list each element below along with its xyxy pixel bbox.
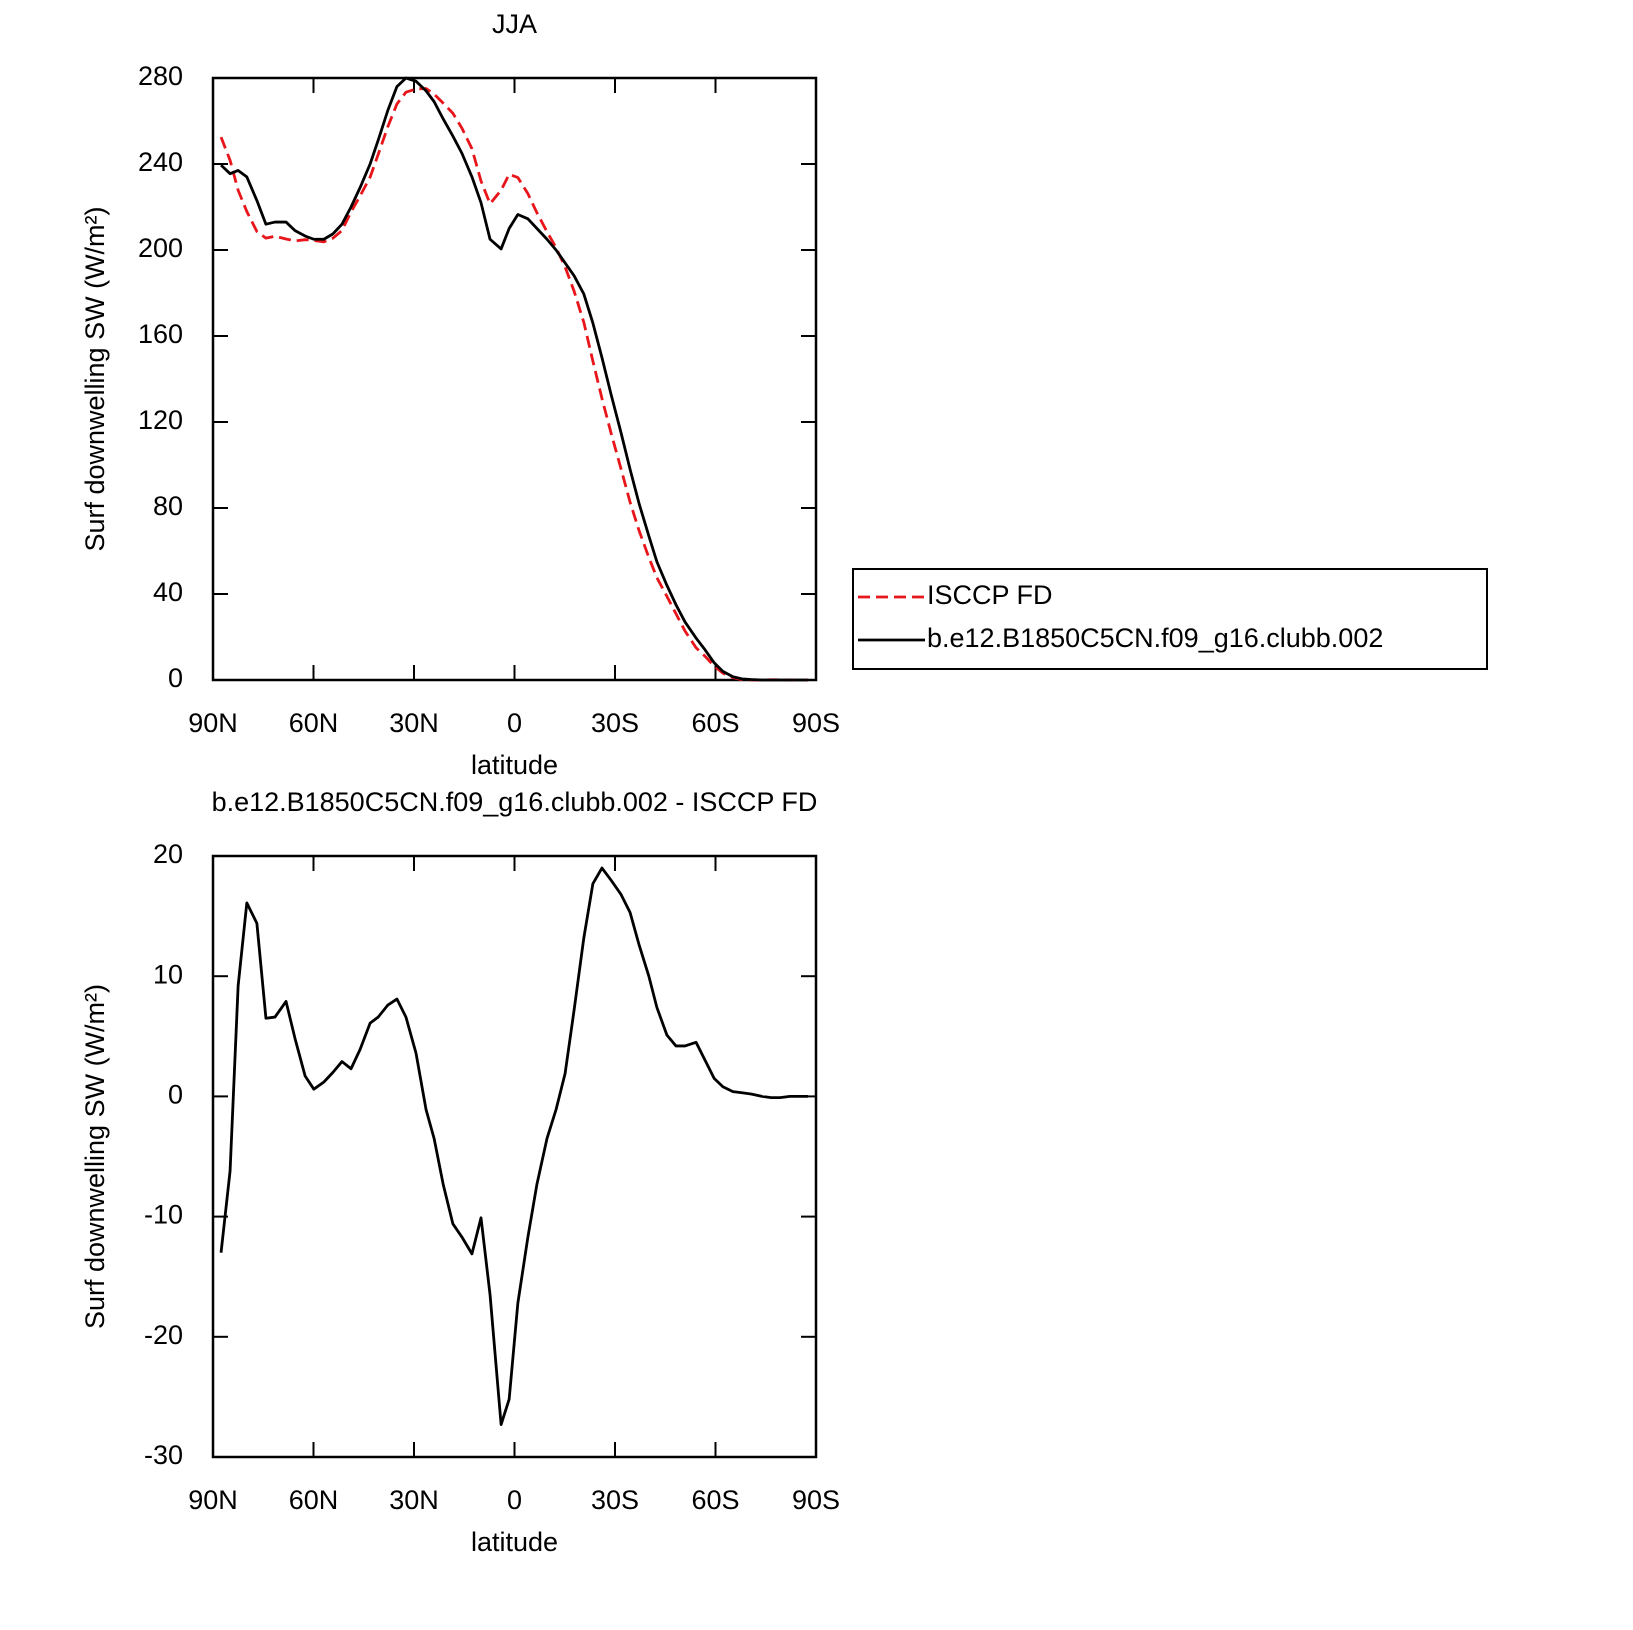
y-tick-label: 160 — [138, 319, 183, 349]
legend-label: ISCCP FD — [927, 580, 1053, 610]
x-tick-label: 60N — [289, 708, 339, 738]
x-tick-label: 90S — [792, 708, 840, 738]
y-tick-label: 120 — [138, 405, 183, 435]
legend-label: b.e12.B1850C5CN.f09_g16.clubb.002 — [927, 623, 1383, 653]
x-tick-label: 30N — [389, 1485, 439, 1515]
data-line — [219, 87, 808, 682]
x-tick-label: 90N — [188, 1485, 238, 1515]
x-axis-label: latitude — [471, 750, 558, 780]
chart-title: b.e12.B1850C5CN.f09_g16.clubb.002 - ISCC… — [212, 787, 818, 817]
x-tick-label: 30N — [389, 708, 439, 738]
y-tick-label: -20 — [144, 1320, 183, 1350]
y-tick-label: 80 — [153, 491, 183, 521]
x-tick-label: 60S — [691, 708, 739, 738]
x-tick-label: 30S — [591, 1485, 639, 1515]
y-tick-label: 20 — [153, 839, 183, 869]
legend-box — [852, 568, 1488, 670]
y-tick-label: 0 — [168, 663, 183, 693]
plot-frame — [211, 76, 818, 682]
y-tick-label: 40 — [153, 577, 183, 607]
y-tick-label: 10 — [153, 959, 183, 989]
y-tick-label: 200 — [138, 233, 183, 263]
x-tick-label: 90N — [188, 708, 238, 738]
y-axis-label: Surf downwelling SW (W/m²) — [80, 984, 110, 1329]
y-tick-label: -30 — [144, 1440, 183, 1470]
chart-title: JJA — [492, 9, 537, 39]
x-axis-label: latitude — [471, 1527, 558, 1557]
x-tick-label: 30S — [591, 708, 639, 738]
y-axis-label: Surf downwelling SW (W/m²) — [80, 206, 110, 551]
x-tick-label: 60N — [289, 1485, 339, 1515]
plot-frame — [211, 854, 818, 1459]
data-line — [220, 76, 808, 682]
x-tick-label: 90S — [792, 1485, 840, 1515]
y-tick-label: -10 — [144, 1200, 183, 1230]
data-line — [219, 866, 808, 1426]
x-tick-label: 60S — [691, 1485, 739, 1515]
y-tick-label: 240 — [138, 147, 183, 177]
x-tick-label: 0 — [507, 708, 522, 738]
x-tick-label: 0 — [507, 1485, 522, 1515]
y-tick-label: 0 — [168, 1080, 183, 1110]
y-tick-label: 280 — [138, 61, 183, 91]
